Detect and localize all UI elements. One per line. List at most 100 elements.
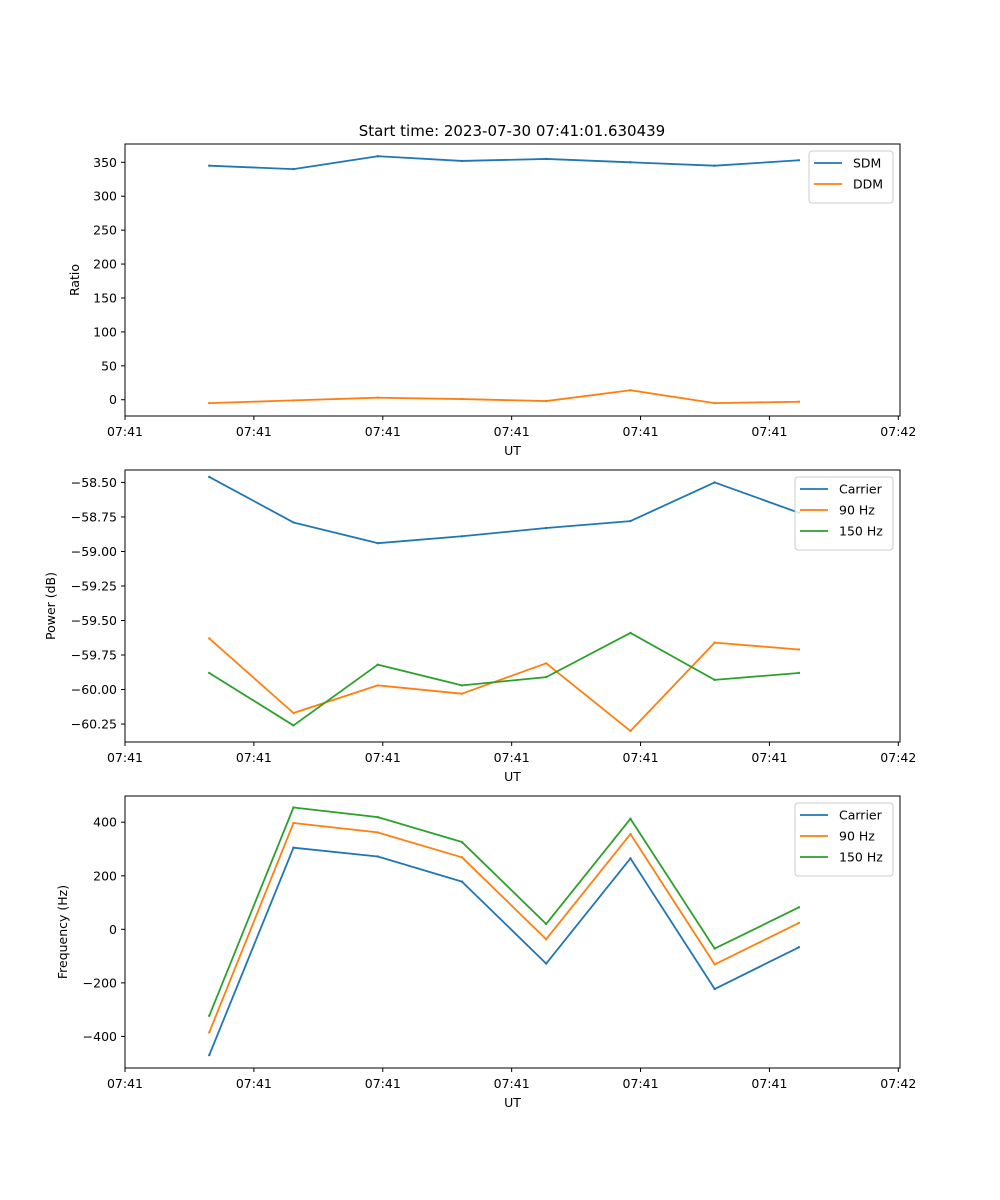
y-tick-label: −60.00 xyxy=(71,682,117,697)
legend: SDM DDM xyxy=(808,150,894,204)
x-tick-label: 07:41 xyxy=(751,1076,787,1091)
x-tick-label: 07:41 xyxy=(623,424,659,439)
data-point xyxy=(544,962,548,965)
data-point xyxy=(376,815,379,819)
x-tick-label: 07:42 xyxy=(880,750,916,765)
data-point xyxy=(713,164,716,167)
y-tick-label: −59.75 xyxy=(71,648,117,663)
data-point xyxy=(629,817,632,820)
data-point xyxy=(460,880,464,883)
data-point xyxy=(797,921,801,925)
legend-label: 150 Hz xyxy=(839,850,883,865)
axes-frame xyxy=(124,795,901,1069)
data-point xyxy=(208,1014,211,1017)
data-point xyxy=(544,675,548,679)
series-line-ddm xyxy=(209,389,799,405)
data-point xyxy=(629,519,632,523)
data-point xyxy=(797,648,801,651)
y-axis-label: Frequency (Hz) xyxy=(55,885,70,979)
x-tick-label: 07:41 xyxy=(494,1076,530,1091)
data-point xyxy=(713,963,716,966)
x-axis-label: UT xyxy=(504,1095,521,1110)
x-tick-label: 07:42 xyxy=(880,424,916,439)
figure-title: Start time: 2023-07-30 07:41:01.630439 xyxy=(359,122,665,140)
y-tick-label: 200 xyxy=(93,868,117,883)
y-tick-label: −200 xyxy=(83,975,117,990)
data-point xyxy=(376,684,379,687)
data-point xyxy=(460,856,464,859)
chart-panel-3: 400 200 0 −200 −400 07:41 07:41 07:41 07:41 07:41… xyxy=(55,795,916,1110)
x-tick-label: 07:41 xyxy=(107,1076,143,1091)
legend-label: Carrier xyxy=(839,808,883,823)
x-tick-label: 07:41 xyxy=(236,424,272,439)
data-point xyxy=(460,692,464,695)
y-axis-label: Ratio xyxy=(67,264,82,296)
series-line-carrier xyxy=(208,476,800,545)
data-point xyxy=(713,401,716,405)
data-point xyxy=(376,855,379,858)
data-point xyxy=(713,678,716,682)
data-point xyxy=(208,401,211,405)
x-tick-label: 07:41 xyxy=(623,1076,659,1091)
x-tick-label: 07:41 xyxy=(494,750,530,765)
data-point xyxy=(292,711,295,715)
y-tick-label: −400 xyxy=(83,1029,117,1044)
data-point xyxy=(629,729,632,733)
data-point xyxy=(460,840,464,844)
data-point xyxy=(208,1053,211,1057)
data-point xyxy=(544,922,548,926)
data-point xyxy=(208,164,211,167)
axes-frame xyxy=(124,469,901,743)
data-point xyxy=(629,161,632,164)
data-point xyxy=(713,987,716,991)
data-point xyxy=(713,481,716,484)
data-point xyxy=(376,831,379,834)
data-point xyxy=(797,946,801,949)
y-tick-label: −59.25 xyxy=(71,578,117,593)
y-tick-label: 350 xyxy=(93,155,117,170)
x-tick-label: 07:41 xyxy=(623,750,659,765)
y-tick-label: −60.25 xyxy=(71,717,117,732)
data-point xyxy=(629,832,632,836)
data-point xyxy=(376,541,379,545)
data-point xyxy=(797,671,801,675)
x-tick-label: 07:41 xyxy=(751,424,787,439)
data-point xyxy=(292,821,295,825)
y-tick-label: 200 xyxy=(93,257,117,272)
series-line-90-hz xyxy=(208,822,800,1033)
x-axis-label: UT xyxy=(504,769,521,784)
y-tick-label: 50 xyxy=(101,358,117,373)
y-tick-label: 150 xyxy=(93,290,117,305)
series-line-carrier xyxy=(208,846,800,1056)
data-point xyxy=(376,663,379,666)
data-point xyxy=(292,724,295,727)
data-point xyxy=(629,631,632,635)
data-point xyxy=(292,806,295,809)
panels: 0 50 100 150 200 250 300 350 07:41 07:41 07:41 07:4… xyxy=(43,143,916,1110)
data-point xyxy=(208,671,211,675)
x-tick-label: 07:41 xyxy=(365,1076,401,1091)
legend-label: Carrier xyxy=(839,482,883,497)
y-tick-label: −59.50 xyxy=(71,613,117,628)
series-line-150-hz xyxy=(208,632,799,727)
series-line-150-hz xyxy=(208,806,800,1017)
y-tick-label: 250 xyxy=(93,223,117,238)
data-point xyxy=(544,938,548,941)
data-point xyxy=(460,535,464,538)
x-tick-label: 07:41 xyxy=(494,424,530,439)
data-point xyxy=(460,684,464,687)
x-tick-label: 07:41 xyxy=(365,750,401,765)
data-point xyxy=(797,159,801,162)
data-point xyxy=(544,526,548,530)
y-axis-label: Power (dB) xyxy=(43,572,58,640)
series-line-90-hz xyxy=(208,637,799,732)
data-point xyxy=(208,1031,211,1034)
data-point xyxy=(797,400,801,403)
legend-label: DDM xyxy=(853,177,883,192)
data-point xyxy=(629,389,632,392)
x-tick-label: 07:42 xyxy=(880,1076,916,1091)
legend-label: SDM xyxy=(853,156,881,171)
legend-label: 90 Hz xyxy=(839,829,875,844)
data-point xyxy=(629,857,632,860)
